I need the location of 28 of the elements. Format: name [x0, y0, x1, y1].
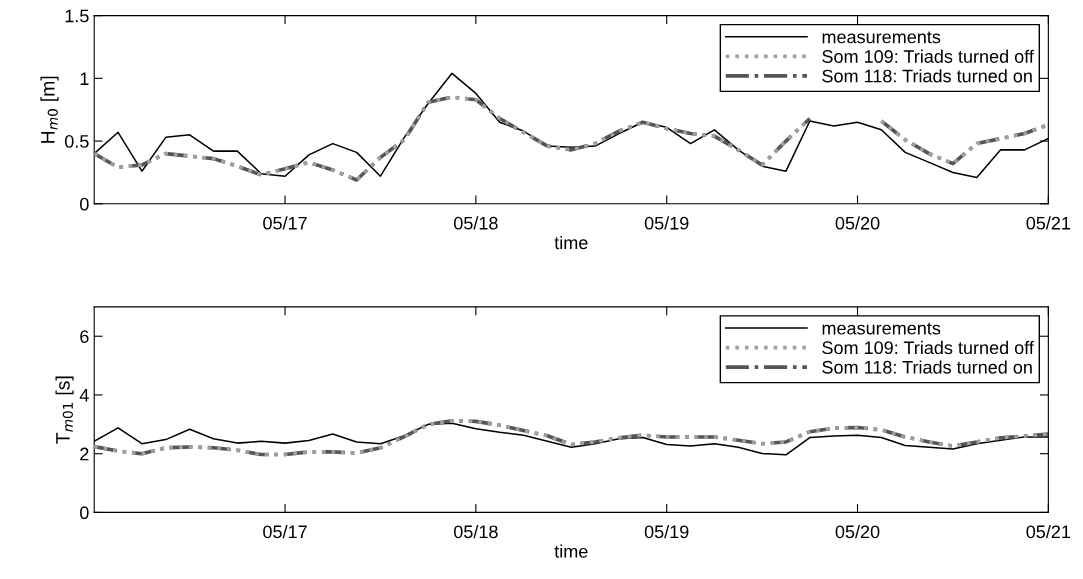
- legend-label: measurements: [822, 31, 941, 44]
- legend-label: Som 109: Triads turned off: [822, 340, 1034, 355]
- x-tick-label: 05/17: [263, 216, 307, 230]
- x-tick-label: 05/18: [453, 216, 498, 230]
- legend-label: Som 118: Triads turned on: [822, 360, 1032, 374]
- y-tick-label: 1: [80, 72, 89, 85]
- x-tick-label: 05/19: [644, 524, 689, 539]
- legend-label: Som 118: Triads turned on: [822, 69, 1032, 83]
- y-tick-label: 4: [79, 389, 89, 402]
- y-tick-label: 0: [80, 506, 89, 520]
- y-tick-label: 0: [80, 197, 89, 211]
- x-tick-label: 05/21: [1026, 216, 1071, 230]
- y-tick-label: 0.5: [64, 135, 89, 148]
- legend-label: Som 109: Triads turned off: [822, 49, 1034, 63]
- x-tick-label: 05/20: [835, 524, 880, 539]
- x-tick-label: 05/18: [453, 524, 498, 539]
- x-axis-title: time: [554, 544, 588, 558]
- legend-label: measurements: [822, 322, 941, 335]
- y-axis-title: H$_{m0}$ [m]: [40, 76, 59, 143]
- y-axis-title: T$_{m01}$ [s]: [55, 376, 74, 444]
- y-tick-label: 1.5: [65, 9, 89, 23]
- x-axis-title: time: [554, 235, 588, 250]
- x-tick-label: 05/17: [263, 524, 307, 539]
- x-tick-label: 05/20: [835, 216, 880, 230]
- y-tick-label: 2: [80, 447, 89, 461]
- x-tick-label: 05/21: [1026, 524, 1071, 539]
- x-tick-label: 05/19: [644, 216, 689, 230]
- y-tick-label: 6: [80, 330, 89, 343]
